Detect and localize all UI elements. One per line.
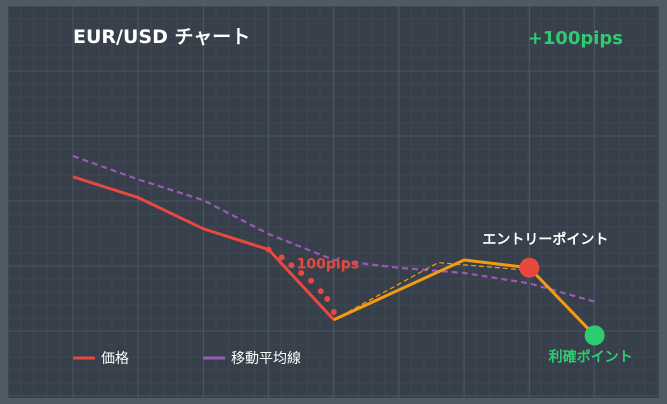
trade-path-line bbox=[333, 258, 596, 337]
series-line-price bbox=[72, 175, 335, 321]
price-marker-dot bbox=[278, 254, 285, 261]
price-marker-dot bbox=[324, 296, 331, 302]
chart-title: EUR/USD チャート bbox=[73, 26, 250, 48]
entry-point-marker bbox=[519, 257, 540, 278]
price-marker-dot bbox=[298, 270, 305, 276]
entry-point-label: エントリーポイント bbox=[482, 231, 608, 248]
exit-point-marker bbox=[584, 325, 605, 346]
legend-label: 価格 bbox=[101, 351, 129, 367]
price-marker-dot bbox=[307, 277, 314, 284]
price-marker-dot bbox=[288, 262, 295, 269]
chart-panel: 100pips エントリーポイント利確ポイント EUR/USD チャート +100pi… bbox=[8, 6, 659, 398]
price-marker-dot bbox=[317, 288, 324, 295]
price-marker-dot bbox=[265, 246, 272, 253]
price-marker-dot bbox=[330, 309, 337, 315]
exit-point-label: 利確ポイント bbox=[549, 348, 633, 365]
series-line-moving-average bbox=[72, 154, 595, 303]
annotation-label: 100pips bbox=[297, 257, 359, 273]
pips-badge: +100pips bbox=[528, 28, 623, 49]
trade-path-guide bbox=[333, 261, 530, 321]
legend-label: 移動平均線 bbox=[231, 351, 301, 367]
